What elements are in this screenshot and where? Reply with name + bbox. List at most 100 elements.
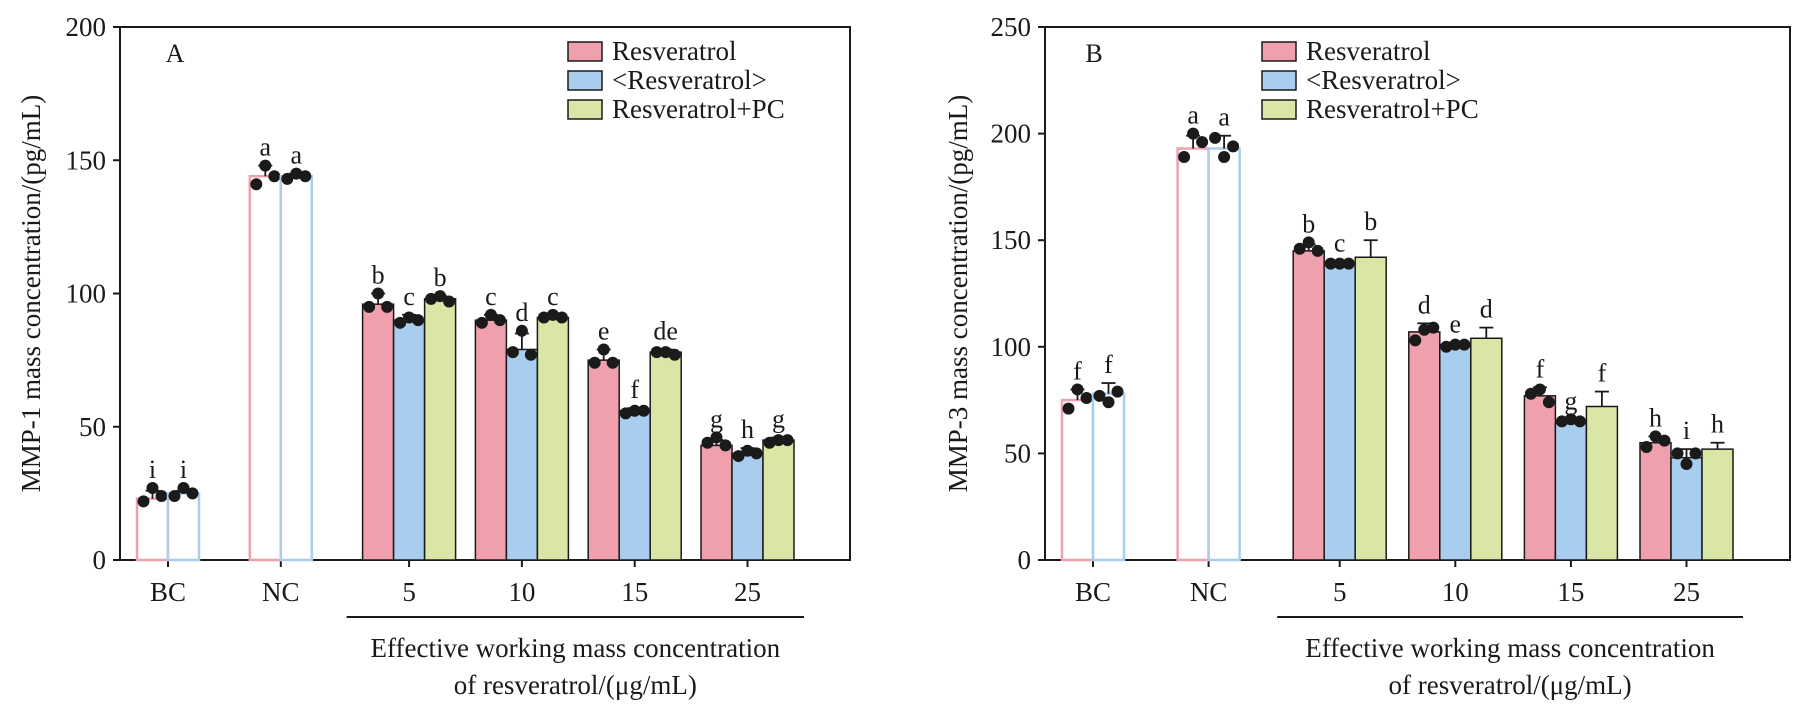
data-point (1449, 338, 1462, 351)
significance-letter: d (1418, 290, 1431, 319)
significance-letter: i (180, 455, 187, 484)
data-point (628, 404, 641, 417)
data-point (299, 170, 312, 183)
legend-label: <Resveratrol> (1306, 65, 1461, 95)
data-point (1680, 458, 1693, 471)
bar (762, 439, 795, 561)
bar (1470, 337, 1503, 561)
data-point (1187, 127, 1200, 140)
data-point (1658, 434, 1671, 447)
y-tick-label: 50 (1004, 438, 1031, 468)
significance-letter: f (1598, 359, 1607, 388)
bar (361, 303, 395, 561)
significance-letter: a (1187, 101, 1199, 130)
legend-swatch (1261, 99, 1297, 120)
legend-label: <Resveratrol> (612, 65, 767, 95)
data-point (1227, 140, 1240, 153)
data-point (732, 450, 745, 463)
x-tick-label: BC (1075, 577, 1111, 607)
data-point (443, 295, 456, 308)
data-point (1440, 340, 1453, 353)
data-point (1071, 383, 1084, 396)
significance-letter: b (434, 263, 447, 292)
data-point (750, 447, 763, 460)
significance-letter: g (710, 404, 723, 433)
bar (423, 298, 457, 561)
data-point (650, 346, 663, 359)
bar (1091, 392, 1126, 562)
significance-letter: g (1564, 386, 1577, 415)
significance-letter: h (1649, 403, 1662, 432)
data-point (1671, 447, 1684, 460)
data-point (1573, 415, 1586, 428)
data-point (1458, 338, 1471, 351)
y-axis-title: MMP-3 mass concentration/(pg/mL) (943, 95, 973, 492)
bar (505, 348, 539, 561)
y-tick-label: 100 (991, 332, 1032, 362)
data-point (1102, 396, 1115, 409)
bar (474, 319, 508, 561)
data-point (537, 311, 550, 324)
bar (1408, 331, 1441, 561)
legend-swatch (567, 99, 603, 120)
x-axis-title-line2: of resveratrol/(μg/mL) (1389, 670, 1632, 700)
bar (536, 316, 570, 561)
x-axis-title-line1: Effective working mass concentration (370, 633, 780, 663)
data-point (381, 300, 394, 313)
data-point (475, 316, 488, 329)
data-point (186, 487, 199, 500)
legend: Resveratrol<Resveratrol>Resveratrol+PC (567, 36, 785, 124)
legend-swatch (1261, 41, 1297, 62)
significance-letter: c (485, 282, 497, 311)
data-point (1342, 257, 1355, 270)
data-point (1564, 413, 1577, 426)
data-point (555, 311, 568, 324)
significance-letter: f (630, 375, 639, 404)
y-tick-label: 0 (93, 545, 107, 575)
y-tick-label: 200 (66, 12, 107, 42)
y-tick-label: 100 (66, 279, 107, 309)
bar (1670, 456, 1703, 561)
data-point (506, 346, 519, 359)
data-point (719, 439, 732, 452)
data-point (515, 324, 528, 337)
x-axis-title-line1: Effective working mass concentration (1305, 633, 1715, 663)
bar (1060, 398, 1095, 562)
data-point (546, 308, 559, 321)
bar (135, 497, 170, 562)
data-point (741, 444, 754, 457)
data-point (168, 490, 181, 503)
data-point (701, 436, 714, 449)
x-tick-label: 10 (508, 577, 535, 607)
data-point (1409, 334, 1422, 347)
data-point (772, 434, 785, 447)
data-point (137, 495, 150, 508)
significance-letter: e (1450, 310, 1462, 339)
data-point (250, 178, 263, 191)
bar (1523, 395, 1557, 561)
significance-letter: h (1711, 410, 1724, 439)
legend-label: Resveratrol (612, 36, 736, 66)
bar (1554, 422, 1588, 561)
significance-letter: a (1218, 103, 1230, 132)
x-tick-label: 15 (1557, 577, 1584, 607)
bar (279, 174, 314, 562)
data-point (394, 316, 407, 329)
significance-letter: d (515, 298, 528, 327)
data-point (606, 356, 619, 369)
data-point (637, 404, 650, 417)
data-point (259, 159, 272, 172)
significance-letter: b (1302, 209, 1315, 238)
legend-label: Resveratrol (1306, 36, 1430, 66)
data-point (1640, 441, 1653, 454)
significance-letter: a (291, 141, 303, 170)
data-point (619, 407, 632, 420)
data-point (710, 431, 723, 444)
data-point (290, 167, 303, 180)
chart-panel-B: 0 50 100 150 200 250 MMP-3 mass concentration/… (943, 12, 1791, 700)
y-tick-label: 200 (991, 119, 1032, 149)
significance-letter: i (1683, 416, 1690, 445)
data-point (668, 348, 681, 361)
significance-letter: de (653, 316, 678, 345)
